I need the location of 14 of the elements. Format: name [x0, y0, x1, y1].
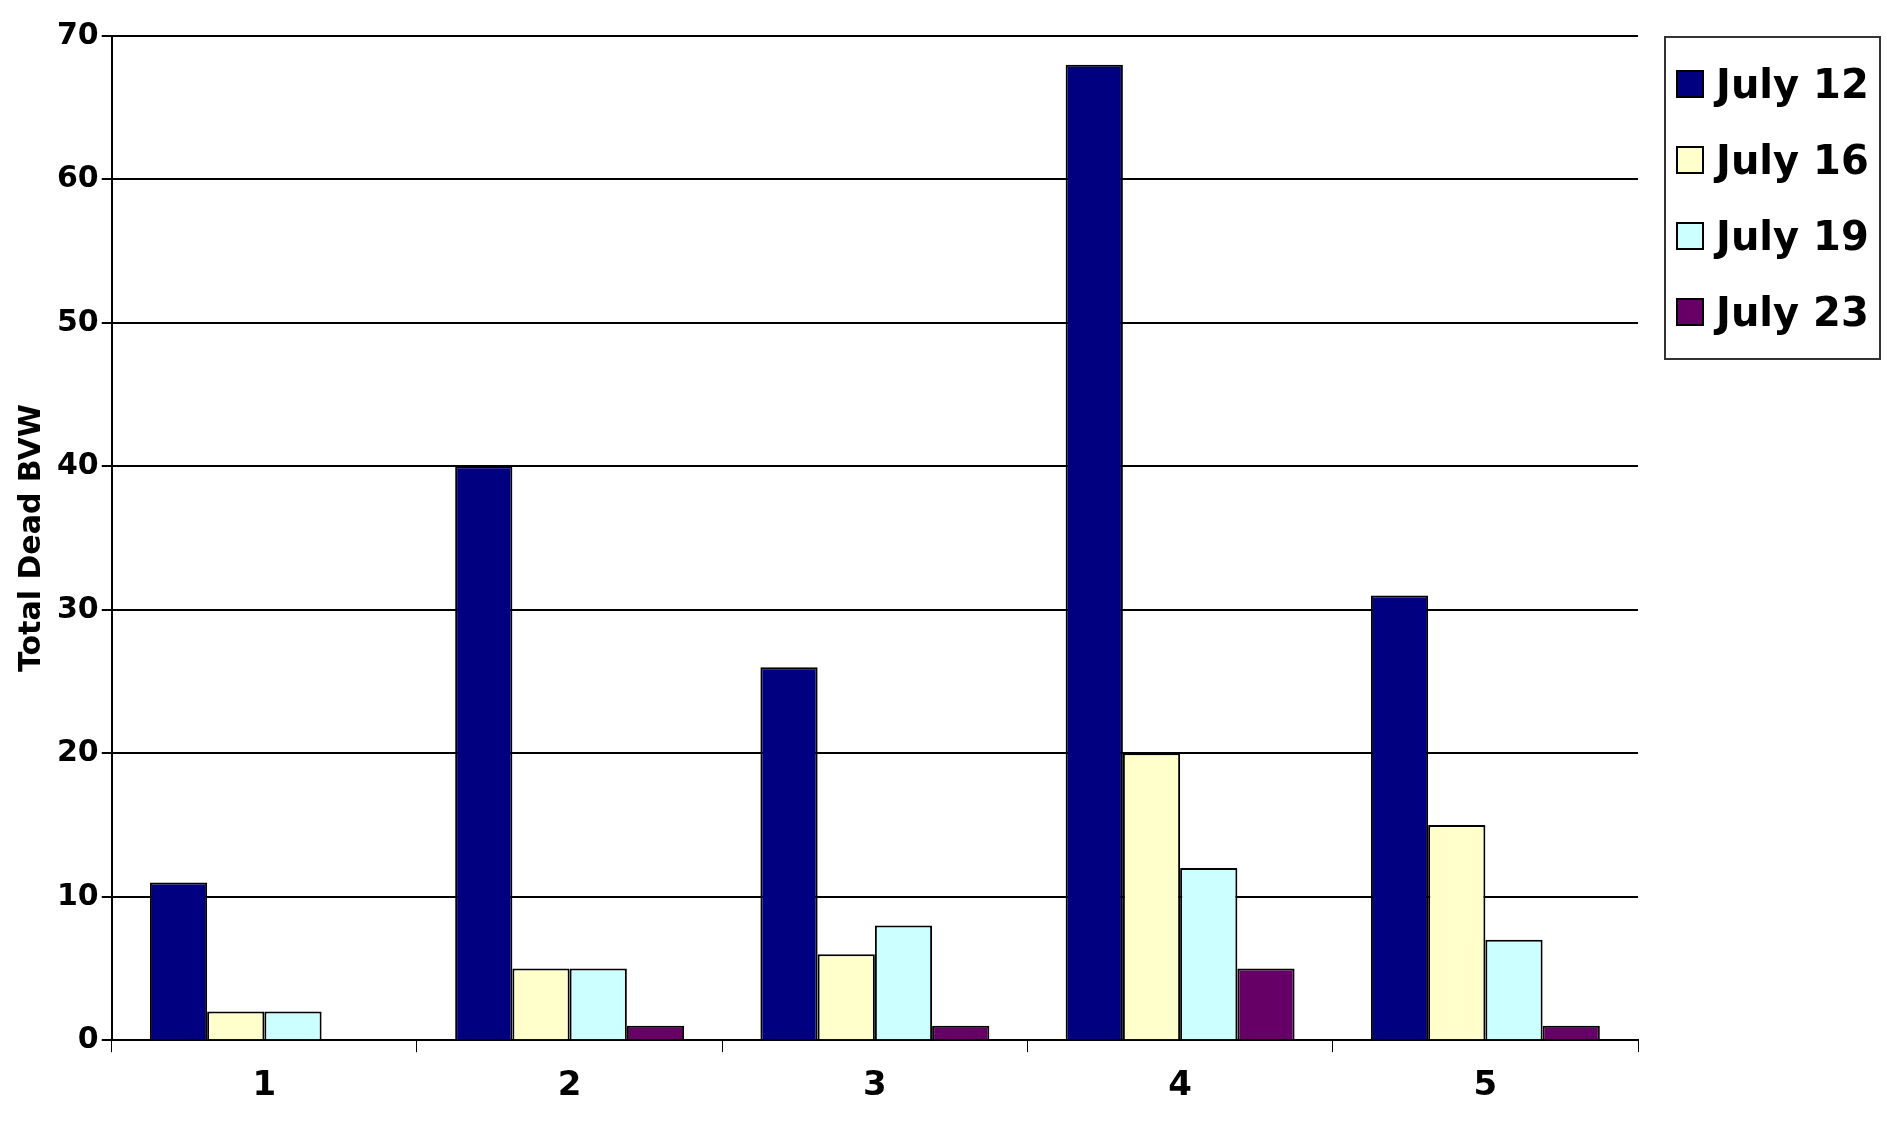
y-tick-label: 10 [57, 876, 99, 912]
y-tick-label: 40 [57, 446, 99, 482]
y-tick-label: 60 [57, 159, 99, 195]
y-axis-title: Total Dead BVW [11, 404, 47, 672]
y-tick-label: 70 [57, 15, 99, 51]
y-tick-label: 0 [77, 1020, 99, 1055]
x-tick-label: 5 [1473, 1063, 1498, 1104]
x-tick-label: 4 [1168, 1063, 1192, 1104]
x-tick-label: 2 [557, 1063, 582, 1104]
y-tick-label: 20 [57, 733, 99, 769]
x-tick-label: 1 [252, 1063, 277, 1104]
y-tick-label: 50 [57, 302, 99, 338]
y-tick-label: 30 [57, 589, 99, 625]
x-tick-label: 3 [863, 1063, 887, 1104]
